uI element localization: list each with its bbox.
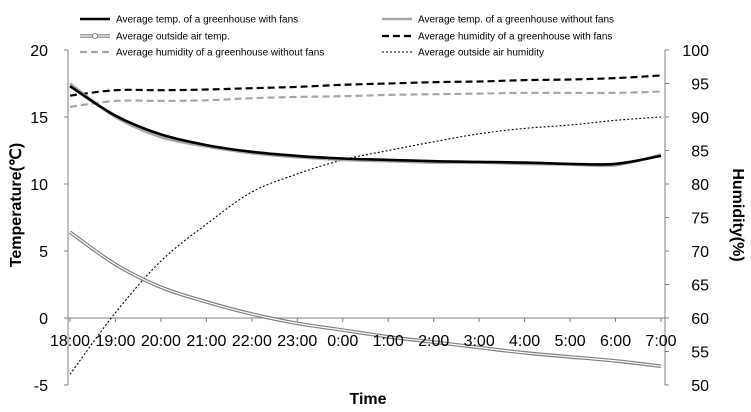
series-line-5 [69,116,662,375]
right-tick-label: 85 [691,144,709,161]
right-tick-label: 80 [691,177,709,194]
series-line-2-inner [69,231,662,367]
right-tick-label: 75 [691,211,709,228]
right-tick-label: 55 [691,345,709,362]
right-axis-ticks: 50 55 60 65 70 75 80 85 90 95 100 [665,43,709,395]
left-tick-label: 0 [39,311,48,328]
left-tick-label: 20 [30,43,48,60]
series-line-3 [69,74,662,97]
x-tick-label: 19:00 [95,333,135,350]
x-tick-label: 2:00 [418,333,449,350]
x-tick-label: 4:00 [509,333,540,350]
right-tick-label: 50 [691,378,709,395]
legend-label: Average outside air temp. [116,32,230,43]
x-axis-ticks: 18:00 19:00 20:00 21:00 22:00 23:00 0:00 1:00 2:… [50,318,677,350]
y-axis-title-left: Temperature(℃) [8,143,25,267]
legend-label: Average outside air humidity [418,48,544,59]
y-axis-title-right: Humidity(%) [729,168,746,261]
left-tick-label: 10 [30,177,48,194]
x-tick-label: 7:00 [645,333,676,350]
legend-box [72,10,664,60]
right-tick-label: 60 [691,311,709,328]
legend-marker [92,33,98,39]
x-tick-label: 22:00 [232,333,272,350]
right-tick-label: 100 [682,43,709,60]
series-line-0 [69,85,662,166]
right-tick-label: 90 [691,110,709,127]
legend-label: Average temp. of a greenhouse without fa… [418,15,614,26]
right-tick-label: 65 [691,278,709,295]
right-tick-label: 70 [691,244,709,261]
x-tick-label: 6:00 [600,333,631,350]
x-tick-label: 20:00 [141,333,181,350]
legend-label: Average humidity of a greenhouse with fa… [418,32,612,43]
legend-label: Average humidity of a greenhouse without… [116,48,324,59]
series-layer [68,74,662,375]
x-axis-title: Time [349,391,386,408]
x-tick-label: 23:00 [277,333,317,350]
x-tick-label: 18:00 [50,333,90,350]
x-tick-label: 3:00 [464,333,495,350]
x-tick-label: 0:00 [327,333,358,350]
legend: Average temp. of a greenhouse with fans A… [72,10,664,60]
x-tick-label: 1:00 [373,333,404,350]
left-tick-label: -5 [34,378,48,395]
right-tick-label: 95 [691,77,709,94]
series-line-4 [69,90,662,108]
legend-label: Average temp. of a greenhouse with fans [116,15,298,26]
left-axis-ticks: -5 0 5 10 15 20 [30,43,68,395]
left-tick-label: 15 [30,110,48,127]
x-tick-label: 21:00 [186,333,226,350]
x-tick-label: 5:00 [555,333,586,350]
left-tick-label: 5 [39,244,48,261]
